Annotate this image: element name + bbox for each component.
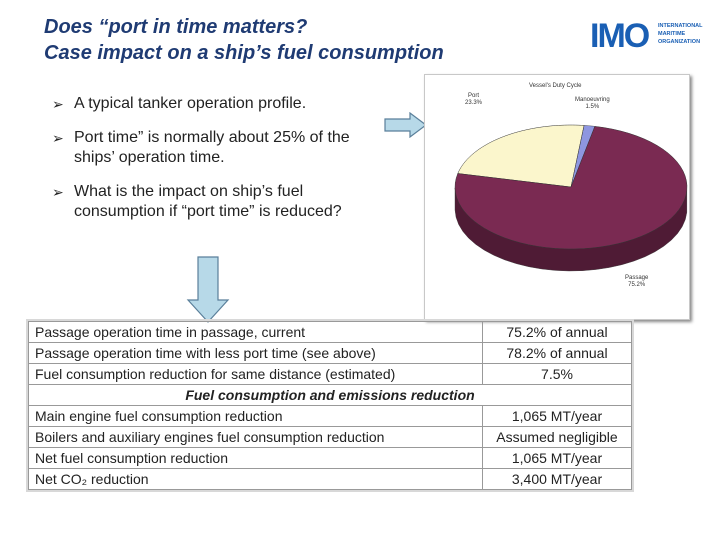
row-label: Main engine fuel consumption reduction [28,405,483,427]
slide-title: Does “port in time matters? Case impact … [44,14,444,66]
arrow-bullet-icon: ➢ [52,96,64,112]
title-line-2: Case impact on a ship’s fuel consumption [44,42,444,64]
row-label: Passage operation time in passage, curre… [28,321,483,343]
bullet-text: A typical tanker operation profile. [74,95,307,112]
right-arrow-icon [384,112,427,138]
row-value: 78.2% of annual [482,342,632,364]
pie-chart: Vessel's Duty Cycle Port 23.3% Manoeuvri… [424,74,690,320]
bullet-item: ➢ A typical tanker operation profile. [52,94,392,114]
row-value: 1,065 MT/year [482,405,632,427]
table-section-row: Fuel consumption and emissions reduction [28,384,632,406]
logo-text: INTERNATIONAL MARITIME ORGANIZATION [658,23,703,45]
row-label: Boilers and auxiliary engines fuel consu… [28,426,483,448]
logo-word: IMO [590,17,650,55]
row-value: 75.2% of annual [482,321,632,343]
imo-logo: IMO INTERNATIONAL MARITIME ORGANIZATION [590,17,703,58]
table-row: Passage operation time in passage, curre… [28,321,632,343]
row-value: Assumed negligible [482,426,632,448]
table-row: Fuel consumption reduction for same dist… [28,363,632,385]
row-value: 3,400 MT/year [482,468,632,490]
chart-title: Vessel's Duty Cycle [529,83,582,89]
pie-chart-svg [454,124,688,272]
table-row: Main engine fuel consumption reduction 1,… [28,405,632,427]
row-label: Fuel consumption reduction for same dist… [28,363,483,385]
down-arrow-icon [186,256,230,323]
bullet-text: Port time” is normally about 25% of the … [74,129,350,166]
table-row: Passage operation time with less port ti… [28,342,632,364]
bullet-text: What is the impact on ship’s fuel consum… [74,183,342,220]
bullet-item: ➢ Port time” is normally about 25% of th… [52,128,392,168]
bullet-list: ➢ A typical tanker operation profile. ➢ … [52,94,392,236]
table-row: Net CO₂ reduction 3,400 MT/year [28,468,632,490]
arrow-bullet-icon: ➢ [52,130,64,146]
pie-slice-port [457,124,585,188]
table-section-header: Fuel consumption and emissions reduction [28,384,632,406]
title-line-1: Does “port in time matters? [44,16,308,38]
row-label: Net fuel consumption reduction [28,447,483,469]
pie-label-port: Port 23.3% [465,93,483,106]
row-label: Passage operation time with less port ti… [28,342,483,364]
row-value: 1,065 MT/year [482,447,632,469]
row-value: 7.5% [482,363,632,385]
arrow-bullet-icon: ➢ [52,184,64,200]
pie-label-passage: Passage 75.2% [625,275,649,288]
table-row: Net fuel consumption reduction 1,065 MT/y… [28,447,632,469]
fuel-impact-table: Passage operation time in passage, curre… [28,321,632,490]
table-row: Boilers and auxiliary engines fuel consu… [28,426,632,448]
bullet-item: ➢ What is the impact on ship’s fuel cons… [52,182,392,222]
row-label: Net CO₂ reduction [28,468,483,490]
pie-slice-passage [454,126,688,250]
pie-label-manoeuvring: Manoeuvring 1.5% [575,97,610,110]
